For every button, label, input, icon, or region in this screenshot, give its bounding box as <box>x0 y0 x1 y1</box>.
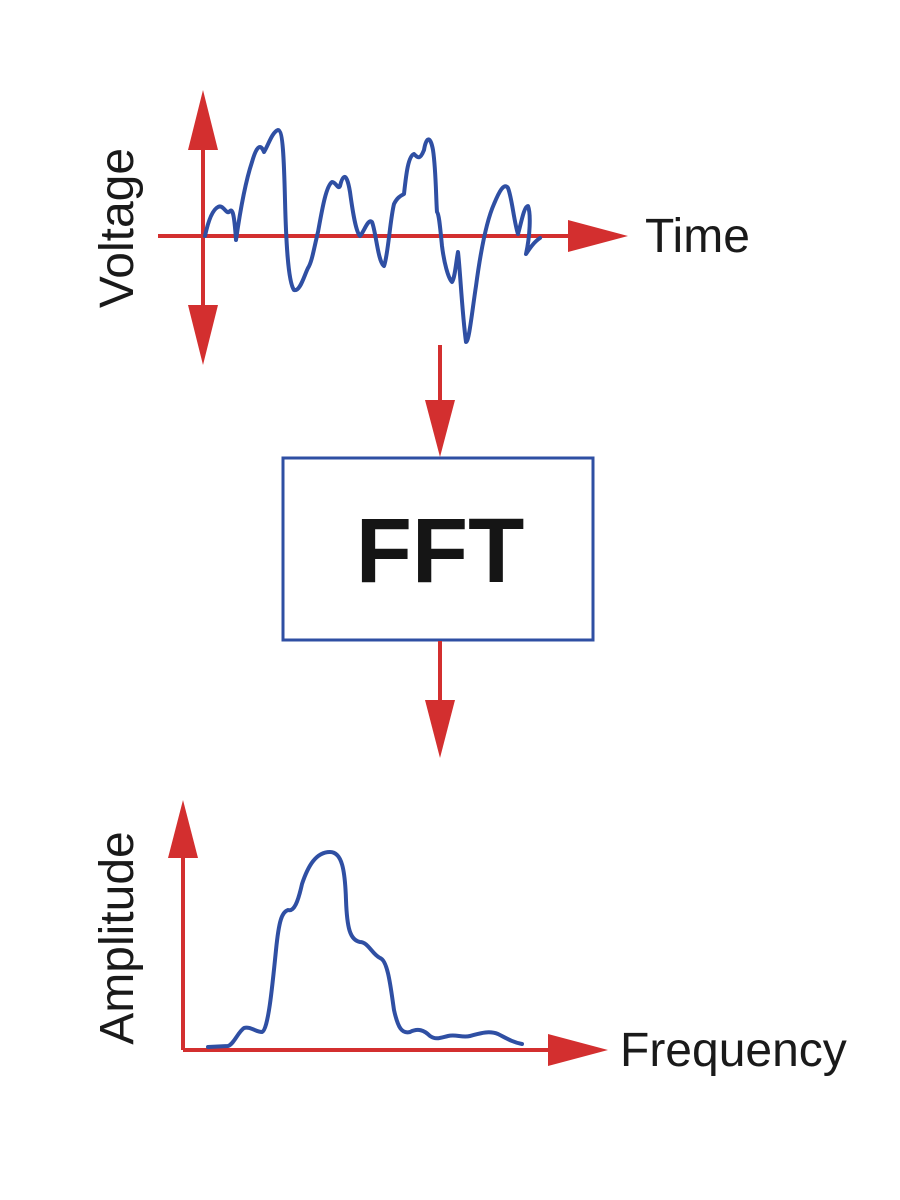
amplitude-axis-arrow <box>168 800 198 858</box>
voltage-axis-up-arrow <box>188 90 218 150</box>
frequency-domain-plot: Amplitude Frequency <box>91 800 847 1077</box>
fft-box <box>281 456 595 642</box>
frequency-axis-arrow <box>548 1034 608 1066</box>
voltage-axis-label: Voltage <box>91 148 144 308</box>
time-signal-waveform <box>203 128 542 344</box>
frequency-axis-label: Frequency <box>620 1024 847 1077</box>
voltage-axis-down-arrow <box>188 305 218 365</box>
fft-label: FFT <box>356 500 525 602</box>
time-axis-arrow <box>568 220 628 252</box>
amplitude-axis-label: Amplitude <box>91 831 144 1044</box>
fft-block: FFT <box>281 456 595 642</box>
arrow-from-fft <box>425 641 455 758</box>
arrow-to-fft <box>425 345 455 457</box>
arrow-to-fft-head <box>425 400 455 457</box>
time-axis-label: Time <box>645 210 750 263</box>
time-domain-plot: Voltage Time <box>91 90 750 365</box>
frequency-spectrum-curve <box>206 850 524 1049</box>
arrow-from-fft-head <box>425 700 455 758</box>
